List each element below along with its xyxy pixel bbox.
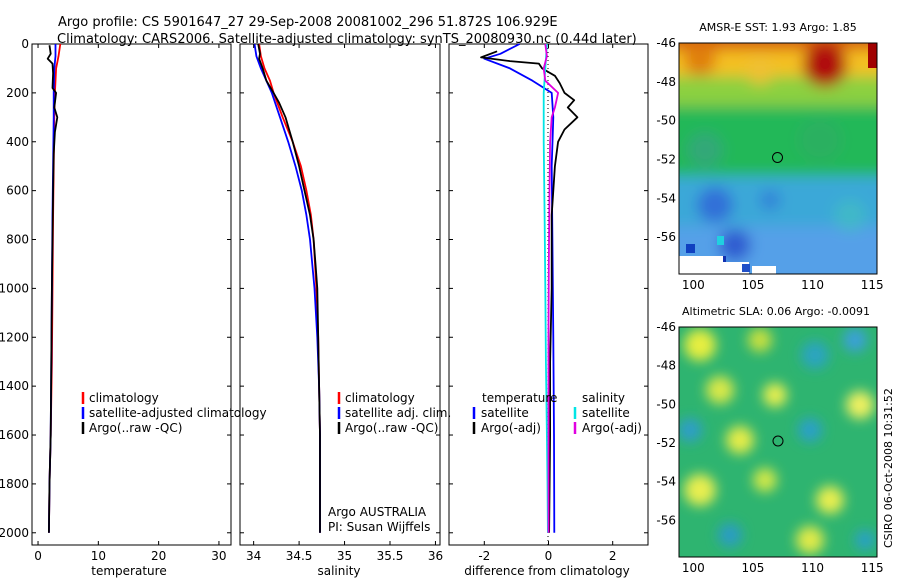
argo-program-annotation: Argo AUSTRALIA: [328, 505, 427, 519]
temperature-xtick-label: 30: [211, 549, 226, 563]
sst-map-frame: [678, 42, 878, 275]
legend-temperature-header: temperature: [482, 391, 557, 405]
sst-argo-location-marker: [772, 152, 783, 163]
temperature-ytick-label: 1800: [0, 477, 29, 491]
difference-xlabel: difference from climatology: [464, 564, 630, 578]
sst_map-ytick-label: -48: [656, 75, 676, 89]
difference-xtick-label: 2: [609, 549, 617, 563]
legend-sal-satellite-label: satellite: [582, 406, 630, 420]
temperature-ytick-label: 0: [21, 37, 29, 51]
salinity-series-argo-raw-qc: [257, 43, 321, 533]
sla_map-ytick-label: -52: [656, 436, 676, 450]
sla-map-field: [679, 327, 877, 557]
sst_map-xtick-label: 105: [741, 278, 764, 292]
axis-tick-layer: 0 10 20 30020040060080010001200140016001800…: [0, 36, 884, 575]
sst-map-title: AMSR-E SST: 1.93 Argo: 1.85: [699, 21, 857, 34]
temperature-ytick-label: 1000: [0, 281, 29, 295]
temperature-ytick-label: 200: [6, 86, 29, 100]
temperature-ytick-label: 1400: [0, 379, 29, 393]
salinity-legend: climatology satellite adj. clim. Argo(..…: [328, 391, 451, 534]
figure-title-line1: Argo profile: CS 5901647_27 29-Sep-2008 …: [58, 15, 558, 30]
legend-salinity-header: salinity: [582, 391, 625, 405]
salinity-xtick-label: 36: [428, 549, 443, 563]
sst_map-ytick-label: -52: [656, 152, 676, 166]
salinity-xtick-label: 34.5: [286, 549, 313, 563]
temperature-ytick-label: 400: [6, 135, 29, 149]
legend-climatology-label: climatology: [89, 391, 159, 405]
sla_map-ytick-label: -50: [656, 397, 676, 411]
sla_map-xtick-label: 115: [861, 561, 884, 575]
sla-map-frame: [678, 326, 878, 558]
pi-annotation: PI: Susan Wijffels: [328, 520, 430, 534]
profile-series-layer: [46, 43, 579, 533]
sla-map-title: Altimetric SLA: 0.06 Argo: -0.0091: [682, 305, 870, 318]
temperature-series-argo-raw-qc: [46, 45, 59, 533]
sla_map-xtick-label: 110: [801, 561, 824, 575]
temperature-ytick-label: 1600: [0, 428, 29, 442]
sla_map-ytick-label: -56: [656, 513, 676, 527]
sst_map-ytick-label: -50: [656, 114, 676, 128]
difference-xtick-label: -2: [478, 549, 490, 563]
sst_map-ytick-label: -56: [656, 230, 676, 244]
legend-argo-label: Argo(..raw -QC): [345, 421, 438, 435]
sla-argo-location-marker: [772, 435, 784, 447]
salinity-xtick-label: 35: [337, 549, 352, 563]
sst_map-xtick-label: 100: [682, 278, 705, 292]
difference-series-salinity-argo-adj: [542, 43, 559, 533]
legend-argo-label: Argo(..raw -QC): [89, 421, 182, 435]
sla_map-ytick-label: -48: [656, 359, 676, 373]
sla_map-ytick-label: -46: [656, 320, 676, 334]
figure-title-line2: Climatology: CARS2006. Satellite-adjuste…: [57, 32, 637, 47]
difference-legend: temperature salinity satellite Argo(-adj…: [472, 391, 642, 435]
temperature-legend: climatology satellite-adjusted climatolo…: [81, 391, 267, 435]
sla_map-xtick-label: 105: [741, 561, 764, 575]
legend-climatology-label: climatology: [345, 391, 415, 405]
legend-satellite-label: satellite-adjusted climatology: [89, 406, 267, 420]
salinity-xtick-label: 35.5: [377, 549, 404, 563]
temperature-ytick-label: 800: [6, 233, 29, 247]
sst_map-ytick-label: -54: [656, 191, 676, 205]
temperature-xtick-label: 0: [34, 549, 42, 563]
difference-series-temperature-argo-adj: [480, 50, 579, 533]
legend-satellite-label: satellite adj. clim.: [345, 406, 451, 420]
temperature-ytick-label: 600: [6, 184, 29, 198]
temperature-xlabel: temperature: [91, 564, 166, 578]
temperature-ytick-label: 1200: [0, 330, 29, 344]
sla_map-ytick-label: -54: [656, 475, 676, 489]
temperature-xtick-label: 20: [151, 549, 166, 563]
salinity-series-climatology: [258, 43, 321, 533]
temperature-xtick-label: 10: [91, 549, 106, 563]
salinity-xlabel: salinity: [317, 564, 360, 578]
salinity-series-satellite-adj-clim: [253, 43, 321, 533]
sst_map-ytick-label: -46: [656, 36, 676, 50]
legend-temp-satellite-label: satellite: [481, 406, 529, 420]
timestamp-side-label: CSIRO 06-Oct-2008 10:31:52: [882, 388, 895, 548]
difference-xtick-label: 0: [545, 549, 553, 563]
temperature-plot-frame: [31, 43, 232, 546]
legend-sal-argo-label: Argo(-adj): [582, 421, 642, 435]
sla_map-xtick-label: 100: [682, 561, 705, 575]
sst_map-xtick-label: 115: [861, 278, 884, 292]
legend-temp-argo-label: Argo(-adj): [481, 421, 541, 435]
salinity-plot-frame: [239, 43, 441, 546]
salinity-xtick-label: 34: [246, 549, 261, 563]
sst_map-xtick-label: 110: [801, 278, 824, 292]
temperature-ytick-label: 2000: [0, 526, 29, 540]
difference-series-salinity-satellite: [542, 43, 549, 533]
sst-map-field: [679, 43, 877, 274]
